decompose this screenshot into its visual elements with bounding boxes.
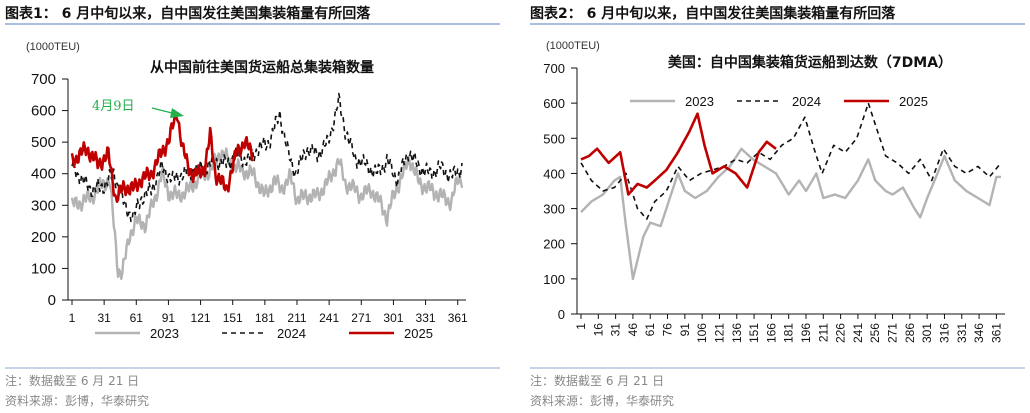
left-source: 资料来源：彭博，华泰研究 xyxy=(5,393,149,408)
x-tick-label: 256 xyxy=(868,323,882,343)
x-tick-label: 1 xyxy=(574,323,588,330)
x-tick-label: 76 xyxy=(661,323,675,337)
right-chart: 0 100 200 300 400 500 600 700 1 16 31 46 61 76 91 106 12… xyxy=(543,61,1005,343)
y-tick-label: 200 xyxy=(31,229,56,246)
series-line-2025 xyxy=(70,112,254,203)
left-chart-title: 从中国前往美国货运船总集装箱数量 xyxy=(150,59,374,76)
left-figure-title: 图表1： 6 月中旬以来，自中国发往美国集装箱量有所回落 xyxy=(5,5,371,22)
x-tick-label: 286 xyxy=(903,323,917,343)
y-tick-label: 100 xyxy=(543,272,565,287)
y-tick-label: 500 xyxy=(543,131,565,146)
legend-label-2024: 2024 xyxy=(792,94,821,109)
y-tick-label: 200 xyxy=(543,237,565,252)
legend-label-2024: 2024 xyxy=(277,326,306,341)
x-tick-label: 46 xyxy=(626,323,640,337)
right-unit-label: (1000TEU) xyxy=(546,40,600,52)
x-tick-label: 61 xyxy=(643,323,657,337)
right-source: 资料来源：彭博，华泰研究 xyxy=(530,393,674,408)
annotation-label: 4月9日 xyxy=(92,99,135,114)
right-chart-title: 美国：自中国集装箱货运船到达数（7DMA） xyxy=(668,54,952,71)
y-tick-label: 300 xyxy=(31,197,56,214)
y-tick-label: 0 xyxy=(48,292,56,309)
x-tick-label: 136 xyxy=(730,323,744,343)
series-line-2025 xyxy=(580,112,777,196)
x-tick-label: 271 xyxy=(351,311,371,325)
legend-label-2023: 2023 xyxy=(685,94,714,109)
y-tick-label: 600 xyxy=(31,103,56,120)
x-tick-label: 346 xyxy=(972,323,986,343)
x-tick-label: 181 xyxy=(782,323,796,343)
x-tick-label: 91 xyxy=(678,323,692,337)
x-tick-label: 121 xyxy=(191,311,211,325)
x-tick-label: 16 xyxy=(591,323,605,337)
x-tick-label: 211 xyxy=(287,311,306,325)
x-tick-label: 241 xyxy=(851,323,865,343)
y-tick-label: 700 xyxy=(31,71,56,88)
x-tick-label: 31 xyxy=(609,323,623,337)
x-tick-label: 226 xyxy=(834,323,848,343)
series-line-2023 xyxy=(580,147,1001,281)
left-note: 注：数据截至 6 月 21 日 xyxy=(5,373,139,388)
x-tick-label: 166 xyxy=(764,323,778,343)
x-tick-label: 301 xyxy=(383,311,403,325)
y-tick-label: 600 xyxy=(543,96,565,111)
x-tick-label: 301 xyxy=(920,323,934,343)
y-tick-label: 300 xyxy=(543,202,565,217)
x-tick-label: 241 xyxy=(319,311,339,325)
series-line-2023 xyxy=(70,147,464,280)
x-tick-label: 331 xyxy=(416,311,436,325)
y-tick-label: 700 xyxy=(543,61,565,76)
y-tick-label: 500 xyxy=(31,134,56,151)
x-tick-label: 211 xyxy=(816,323,830,342)
y-tick-label: 400 xyxy=(31,166,56,183)
y-tick-label: 0 xyxy=(558,307,565,322)
right-note: 注：数据截至 6 月 21 日 xyxy=(530,373,664,388)
x-tick-label: 106 xyxy=(695,323,709,343)
x-tick-label: 91 xyxy=(162,311,176,325)
x-tick-label: 361 xyxy=(989,323,1003,343)
x-tick-label: 316 xyxy=(937,323,951,343)
left-unit-label: (1000TEU) xyxy=(26,41,80,53)
left-chart: 0 100 200 300 400 500 600 700 1 31 61 91 121 151 181 21… xyxy=(31,71,468,341)
series-line-2024 xyxy=(71,92,463,223)
x-tick-label: 121 xyxy=(712,323,726,343)
x-tick-label: 1 xyxy=(69,311,76,325)
legend-label-2025: 2025 xyxy=(404,326,433,341)
y-tick-label: 400 xyxy=(543,166,565,181)
x-tick-label: 31 xyxy=(97,311,111,325)
series-line-2024 xyxy=(580,102,1002,220)
annotation-arrow-icon xyxy=(170,108,184,118)
x-tick-label: 271 xyxy=(886,323,900,343)
x-tick-label: 196 xyxy=(799,323,813,343)
y-tick-label: 100 xyxy=(31,260,56,277)
x-tick-label: 151 xyxy=(223,311,243,325)
right-figure-title: 图表2： 6 月中旬以来，自中国发往美国集装箱量有所回落 xyxy=(530,5,896,22)
x-tick-label: 331 xyxy=(955,323,969,343)
x-tick-label: 361 xyxy=(448,311,468,325)
legend-label-2025: 2025 xyxy=(899,94,928,109)
x-tick-label: 151 xyxy=(747,323,761,343)
x-tick-label: 181 xyxy=(255,311,275,325)
legend-label-2023: 2023 xyxy=(150,326,179,341)
x-tick-label: 61 xyxy=(130,311,144,325)
